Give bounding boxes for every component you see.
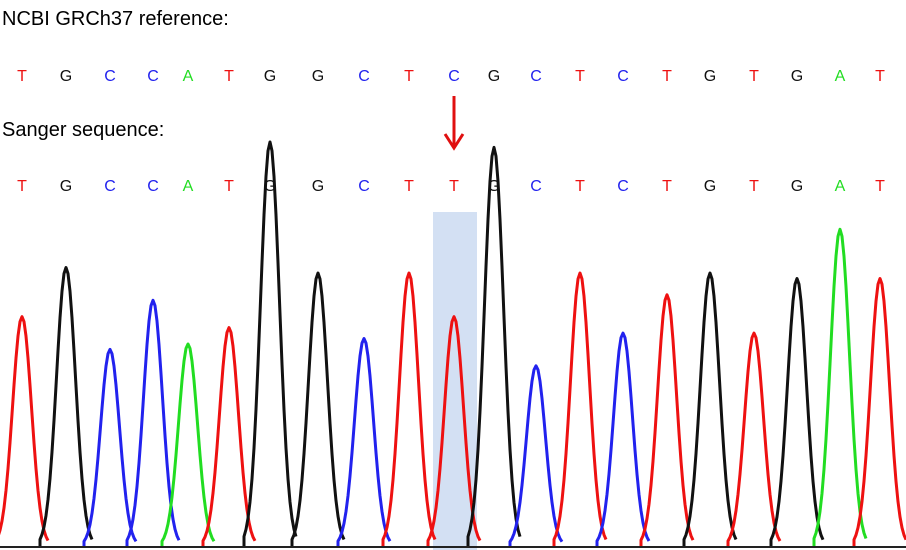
reference-base: G — [60, 68, 72, 85]
reference-base: C — [530, 68, 542, 85]
sanger-base: A — [183, 178, 194, 195]
peak-C — [336, 337, 392, 546]
peak-C — [508, 364, 564, 546]
peak-A — [812, 227, 868, 546]
reference-label: NCBI GRCh37 reference: — [2, 8, 229, 30]
peak-T — [726, 331, 782, 546]
peak-T — [552, 271, 608, 546]
chromatogram-peaks — [0, 140, 906, 548]
reference-base: G — [264, 68, 276, 85]
sanger-base: C — [104, 178, 116, 195]
sanger-base: G — [60, 178, 72, 195]
reference-base: C — [104, 68, 116, 85]
peak-G — [38, 266, 94, 546]
reference-base: C — [147, 68, 159, 85]
peak-T — [201, 326, 257, 546]
peak-A — [160, 342, 216, 546]
sanger-base: C — [147, 178, 159, 195]
peak-T — [852, 277, 906, 546]
reference-base: A — [183, 68, 194, 85]
reference-base: C — [448, 68, 460, 85]
peak-G — [242, 140, 298, 546]
sanger-base: T — [575, 178, 585, 195]
sanger-base: G — [704, 178, 716, 195]
sanger-base: A — [835, 178, 846, 195]
peak-T — [0, 315, 50, 542]
sanger-label: Sanger sequence: — [2, 119, 165, 141]
sequences: T G C C A T G G C T C G C T C T G T G A T T G C C A T G G C T T G C T C T G T G… — [17, 68, 885, 195]
sanger-base: G — [488, 178, 500, 195]
sanger-base: G — [264, 178, 276, 195]
sanger-base: G — [312, 178, 324, 195]
sanger-base: T — [449, 178, 459, 195]
reference-base: T — [224, 68, 234, 85]
sanger-base: T — [749, 178, 759, 195]
sanger-base: T — [662, 178, 672, 195]
reference-base: G — [791, 68, 803, 85]
reference-base: C — [358, 68, 370, 85]
reference-base: G — [704, 68, 716, 85]
peak-G — [769, 277, 825, 546]
peak-C — [125, 298, 181, 546]
sanger-base: T — [224, 178, 234, 195]
peak-T — [426, 315, 482, 546]
sanger-base: T — [875, 178, 885, 195]
reference-base: T — [749, 68, 759, 85]
arrow-head — [443, 133, 465, 151]
sanger-base: C — [617, 178, 629, 195]
reference-base: T — [404, 68, 414, 85]
peak-G — [466, 145, 522, 546]
reference-base: G — [488, 68, 500, 85]
peak-G — [682, 271, 738, 546]
reference-base: C — [617, 68, 629, 85]
variant-arrow — [443, 96, 465, 151]
reference-base: G — [312, 68, 324, 85]
reference-base: T — [575, 68, 585, 85]
peak-C — [595, 331, 651, 546]
peak-T — [639, 293, 695, 546]
sanger-base: C — [358, 178, 370, 195]
peak-C — [82, 347, 138, 546]
reference-base: T — [662, 68, 672, 85]
reference-base: A — [835, 68, 846, 85]
sanger-base: T — [17, 178, 27, 195]
sanger-base: G — [791, 178, 803, 195]
peak-T — [381, 271, 437, 546]
peak-G — [290, 271, 346, 546]
reference-base: T — [875, 68, 885, 85]
sanger-base: T — [404, 178, 414, 195]
sanger-base: C — [530, 178, 542, 195]
reference-base: T — [17, 68, 27, 85]
